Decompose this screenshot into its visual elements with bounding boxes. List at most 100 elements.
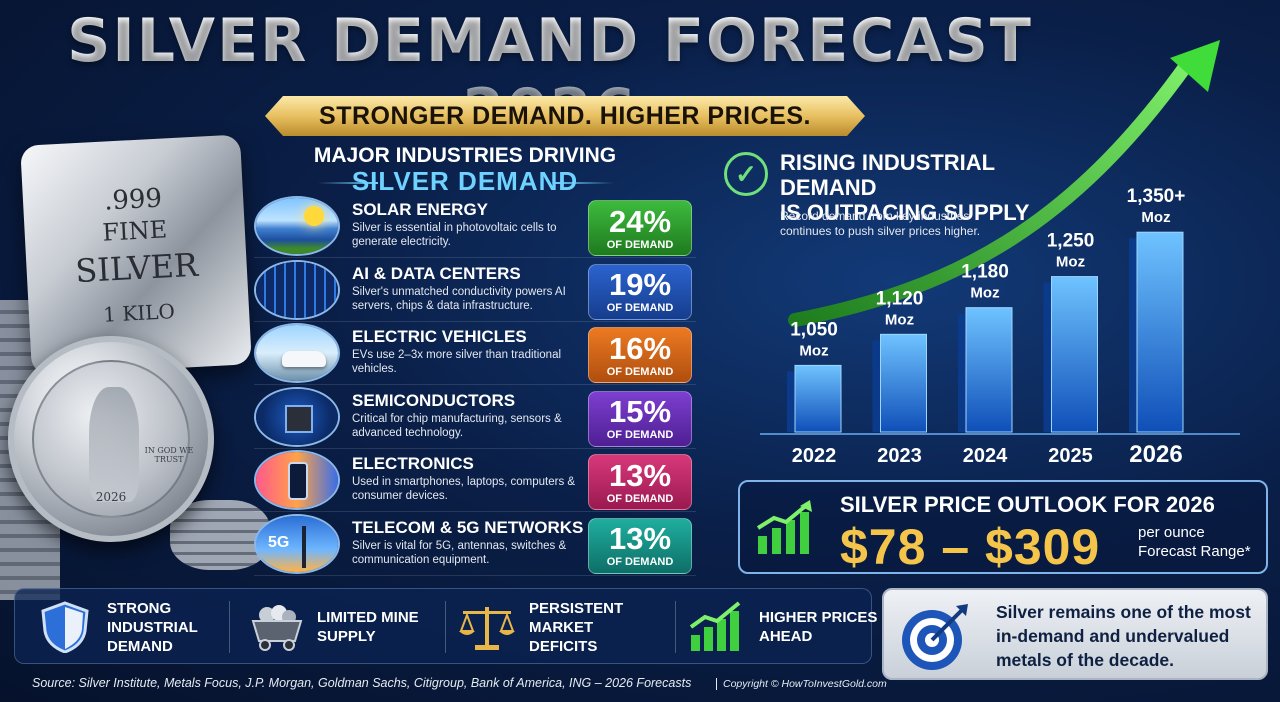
scales-icon	[459, 607, 515, 650]
demand-caption: OF DEMAND	[606, 492, 674, 505]
divider	[675, 601, 676, 653]
demand-caption: OF DEMAND	[606, 302, 674, 315]
bar-side	[872, 340, 881, 432]
bar-unit-label: Moz	[1141, 209, 1170, 226]
bar-unit-label: Moz	[885, 311, 914, 328]
industry-name: ELECTRIC VEHICLES	[352, 327, 527, 347]
industries-subheading: SILVER DEMAND	[351, 166, 579, 196]
bar-unit-label: Moz	[1056, 254, 1085, 271]
demand-badge: 15% OF DEMAND	[588, 390, 692, 447]
smartphone-icon	[254, 450, 340, 511]
driver-label-line1: HIGHER PRICES	[759, 609, 878, 626]
silver-coin-image: IN GOD WE TRUST 2026	[8, 336, 214, 542]
5g-label: 5G	[268, 533, 290, 551]
coin-motto: IN GOD WE TRUST	[144, 446, 194, 464]
tagline-ribbon: STRONGER DEMAND. HIGHER PRICES.	[265, 96, 865, 136]
chart-subtitle: Record demand from key industries contin…	[780, 209, 981, 238]
trend-arrowhead	[1170, 40, 1220, 92]
rising-bars-icon	[756, 500, 812, 554]
x-tick-label: 2026	[1129, 441, 1182, 468]
industry-description: Used in smartphones, laptops, computers …	[352, 476, 576, 503]
industry-row-electronics: ELECTRONICS Used in smartphones, laptops…	[254, 450, 696, 513]
coin-stack-image-right	[170, 500, 270, 570]
industry-description: Critical for chip manufacturing, sensors…	[352, 412, 562, 439]
coin-face: IN GOD WE TRUST	[32, 360, 193, 518]
driver-label-line2: DEFICITS	[529, 637, 598, 655]
driver-label: PERSISTENT MARKET DEFICITS	[529, 599, 669, 656]
industry-name: SOLAR ENERGY	[352, 200, 489, 219]
demand-percent: 19%	[608, 267, 672, 303]
conclusion-box: Silver remains one of the most in-demand…	[882, 588, 1268, 680]
bar-side	[1043, 282, 1052, 432]
bar-value-label: 1,050	[790, 319, 838, 340]
solar-panel-icon	[254, 196, 340, 256]
demand-bar-chart: 1,050 Moz 2022 1,120 Moz 2023 1,180 Moz 2024 1,25…	[760, 40, 1240, 468]
driver-strong-demand: STRONG INDUSTRIAL DEMAND	[35, 589, 227, 665]
coin-year: 2026	[95, 490, 127, 504]
driver-label: HIGHER PRICES AHEAD	[759, 608, 879, 646]
x-tick-label: 2022	[792, 445, 837, 467]
bar	[965, 307, 1013, 433]
divider	[445, 601, 446, 653]
bar	[794, 364, 842, 433]
industry-name: ELECTRONICS	[352, 454, 474, 474]
growth-chart-icon	[689, 601, 741, 651]
bar-side	[1129, 238, 1137, 432]
driver-label-line1: LIMITED MINE	[317, 609, 419, 626]
industry-row-ev: ELECTRIC VEHICLES EVs use 2–3x more silv…	[254, 323, 696, 386]
server-rack-icon	[254, 259, 340, 320]
industry-row-telecom: 5G TELECOM & 5G NETWORKS Silver is vital…	[254, 513, 696, 576]
x-tick-label: 2023	[877, 445, 922, 467]
chart-headline-line1: RISING INDUSTRIAL DEMAND	[780, 150, 995, 200]
bar-unit-label: Moz	[970, 285, 999, 302]
bar-value-label: 1,120	[876, 288, 924, 309]
electric-car-icon	[254, 323, 340, 384]
industry-description: Silver is vital for 5G, antennas, switch…	[352, 539, 567, 566]
bar	[1136, 231, 1184, 433]
bar-unit-label: Moz	[799, 342, 828, 359]
x-tick-label: 2025	[1048, 445, 1093, 467]
demand-badge: 16% OF DEMAND	[588, 327, 692, 384]
demand-caption: OF DEMAND	[606, 556, 674, 569]
conclusion-text: Silver remains one of the most in-demand…	[996, 602, 1251, 670]
key-drivers-strip: STRONG INDUSTRIAL DEMAND LIMITED MINE SU…	[14, 588, 877, 665]
divider	[229, 601, 230, 653]
demand-percent: 15%	[608, 394, 672, 430]
target-icon	[902, 604, 968, 670]
driver-label-line2: AHEAD	[759, 628, 813, 645]
industry-list: SOLAR ENERGY Silver is essential in phot…	[254, 196, 696, 578]
demand-badge: 13% OF DEMAND	[588, 517, 692, 574]
driver-label: LIMITED MINE SUPPLY	[317, 608, 437, 646]
industry-row-ai: AI & DATA CENTERS Silver's unmatched con…	[254, 259, 696, 322]
liberty-figure-icon	[89, 387, 139, 502]
outlook-note: Forecast Range*	[1138, 543, 1251, 560]
bar-value-label: 1,350+	[1127, 186, 1186, 207]
industry-name: SEMICONDUCTORS	[352, 390, 516, 410]
checkmark-icon: ✓	[724, 152, 768, 196]
heading-divider-left	[318, 182, 378, 184]
demand-percent: 13%	[608, 521, 672, 557]
driver-label: STRONG INDUSTRIAL DEMAND	[107, 599, 227, 656]
x-tick-label: 2024	[963, 445, 1008, 467]
bar	[1051, 276, 1098, 433]
bar-purity: .999	[103, 183, 163, 217]
demand-percent: 24%	[608, 203, 672, 239]
copyright: Copyright © HowToInvestGold.com	[716, 678, 887, 690]
outlook-price-range: $78 – $309	[840, 519, 1101, 575]
bar-side	[787, 371, 795, 432]
industry-row-semiconductors: SEMICONDUCTORS Critical for chip manufac…	[254, 386, 696, 449]
outlook-title: SILVER PRICE OUTLOOK FOR 2026	[840, 492, 1215, 517]
bar-fine: FINE	[101, 215, 168, 247]
driver-label-line2: SUPPLY	[317, 628, 376, 645]
industries-heading: MAJOR INDUSTRIES DRIVING	[313, 144, 617, 167]
driver-label-line2: DEMAND	[107, 637, 173, 655]
demand-caption: OF DEMAND	[606, 365, 674, 378]
chart-headline-line2: IS OUTPACING SUPPLY	[780, 200, 1030, 225]
industry-description: Silver's unmatched conductivity powers A…	[352, 285, 566, 312]
demand-caption: OF DEMAND	[606, 429, 674, 442]
driver-label-line1: STRONG INDUSTRIAL	[107, 599, 198, 636]
driver-limited-supply: LIMITED MINE SUPPLY	[245, 589, 437, 665]
bar-value-label: 1,250	[1047, 231, 1095, 252]
driver-market-deficits: PERSISTENT MARKET DEFICITS	[457, 589, 669, 665]
chart-headline: RISING INDUSTRIAL DEMAND IS OUTPACING SU…	[780, 150, 1080, 225]
